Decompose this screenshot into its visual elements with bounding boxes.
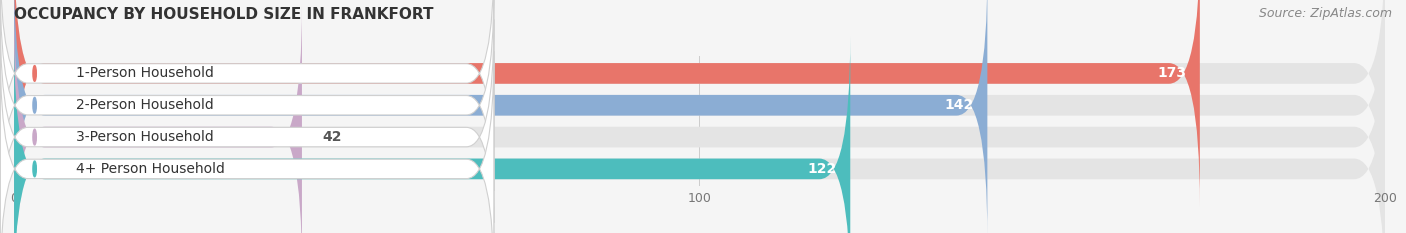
Text: 122: 122 [807, 162, 837, 176]
FancyBboxPatch shape [14, 4, 302, 233]
FancyBboxPatch shape [14, 0, 1385, 206]
FancyBboxPatch shape [14, 36, 1385, 233]
Text: 3-Person Household: 3-Person Household [76, 130, 214, 144]
FancyBboxPatch shape [14, 36, 851, 233]
Text: 173: 173 [1157, 66, 1187, 80]
FancyBboxPatch shape [0, 20, 494, 233]
Text: 2-Person Household: 2-Person Household [76, 98, 214, 112]
Text: 42: 42 [322, 130, 342, 144]
Text: 142: 142 [945, 98, 973, 112]
Text: OCCUPANCY BY HOUSEHOLD SIZE IN FRANKFORT: OCCUPANCY BY HOUSEHOLD SIZE IN FRANKFORT [14, 7, 433, 22]
Circle shape [32, 65, 37, 81]
FancyBboxPatch shape [14, 4, 1385, 233]
Text: 1-Person Household: 1-Person Household [76, 66, 214, 80]
FancyBboxPatch shape [0, 0, 494, 191]
FancyBboxPatch shape [14, 0, 1385, 233]
FancyBboxPatch shape [14, 0, 987, 233]
Circle shape [32, 97, 37, 113]
FancyBboxPatch shape [0, 0, 494, 223]
Text: Source: ZipAtlas.com: Source: ZipAtlas.com [1258, 7, 1392, 20]
Text: 4+ Person Household: 4+ Person Household [76, 162, 225, 176]
FancyBboxPatch shape [14, 0, 1199, 206]
Circle shape [32, 129, 37, 145]
FancyBboxPatch shape [0, 51, 494, 233]
Circle shape [32, 161, 37, 177]
